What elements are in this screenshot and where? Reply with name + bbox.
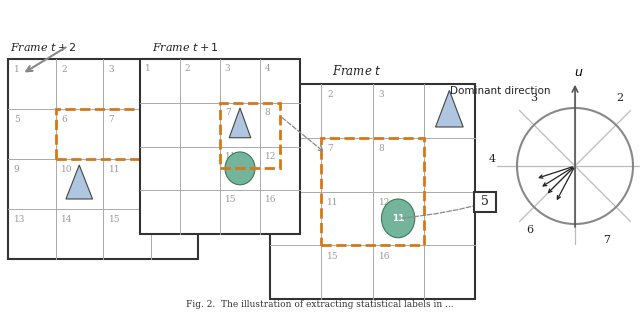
Text: 1: 1: [276, 90, 282, 100]
Text: 16: 16: [156, 215, 168, 224]
Text: Dominant direction: Dominant direction: [450, 86, 550, 96]
Text: 11: 11: [225, 152, 236, 161]
Text: 1: 1: [13, 65, 19, 74]
Ellipse shape: [381, 199, 415, 238]
Text: 8: 8: [156, 115, 162, 124]
Text: 9: 9: [13, 165, 19, 174]
Polygon shape: [436, 90, 463, 127]
Text: 12: 12: [379, 198, 390, 207]
Text: 3: 3: [225, 64, 230, 73]
Text: 15: 15: [109, 215, 120, 224]
Bar: [56, 109, 150, 159]
Text: 3: 3: [379, 90, 384, 100]
Text: 2: 2: [61, 65, 67, 74]
Text: Frame $t+2$: Frame $t+2$: [10, 41, 77, 53]
Text: 2: 2: [185, 64, 191, 73]
Text: 1: 1: [145, 64, 150, 73]
Text: 6: 6: [61, 115, 67, 124]
Bar: [270, 84, 475, 299]
Text: 11: 11: [328, 198, 339, 207]
Text: 14: 14: [61, 215, 73, 224]
Text: 15: 15: [328, 252, 339, 261]
Bar: [8, 59, 198, 259]
Text: 16: 16: [265, 196, 276, 204]
Text: 3: 3: [109, 65, 115, 74]
Ellipse shape: [159, 169, 189, 199]
Text: 6: 6: [526, 225, 533, 235]
Polygon shape: [229, 108, 251, 138]
Text: 7: 7: [328, 144, 333, 153]
Text: 12: 12: [168, 180, 180, 188]
Text: 12: 12: [156, 165, 168, 174]
Text: Frame $t$: Frame $t$: [332, 64, 381, 78]
Text: 7: 7: [225, 108, 230, 117]
Text: 10: 10: [61, 165, 73, 174]
Text: Fig. 2.  The illustration of extracting statistical labels in ...: Fig. 2. The illustration of extracting s…: [186, 300, 454, 309]
Ellipse shape: [225, 152, 255, 185]
Polygon shape: [66, 165, 93, 199]
Text: 5: 5: [481, 195, 489, 208]
Text: 13: 13: [13, 215, 25, 224]
Bar: [140, 59, 300, 234]
Text: $u$: $u$: [574, 66, 584, 79]
Text: 2: 2: [617, 93, 624, 103]
Text: Frame $t+1$: Frame $t+1$: [152, 41, 218, 53]
Text: 11: 11: [109, 165, 120, 174]
Bar: [220, 103, 280, 168]
Bar: [321, 138, 424, 245]
Text: 3: 3: [530, 93, 537, 103]
Text: 4: 4: [265, 64, 271, 73]
Text: 8: 8: [379, 144, 385, 153]
Text: 15: 15: [225, 196, 236, 204]
Text: 8: 8: [265, 108, 271, 117]
Text: 4: 4: [156, 65, 162, 74]
Text: 7: 7: [604, 235, 611, 245]
Text: 16: 16: [379, 252, 390, 261]
Text: 5: 5: [13, 115, 20, 124]
Text: 12: 12: [265, 152, 276, 161]
Bar: [474, 192, 496, 212]
Text: 11: 11: [392, 214, 404, 223]
Text: 2: 2: [328, 90, 333, 100]
Text: 4: 4: [489, 154, 496, 164]
Text: 7: 7: [109, 115, 115, 124]
